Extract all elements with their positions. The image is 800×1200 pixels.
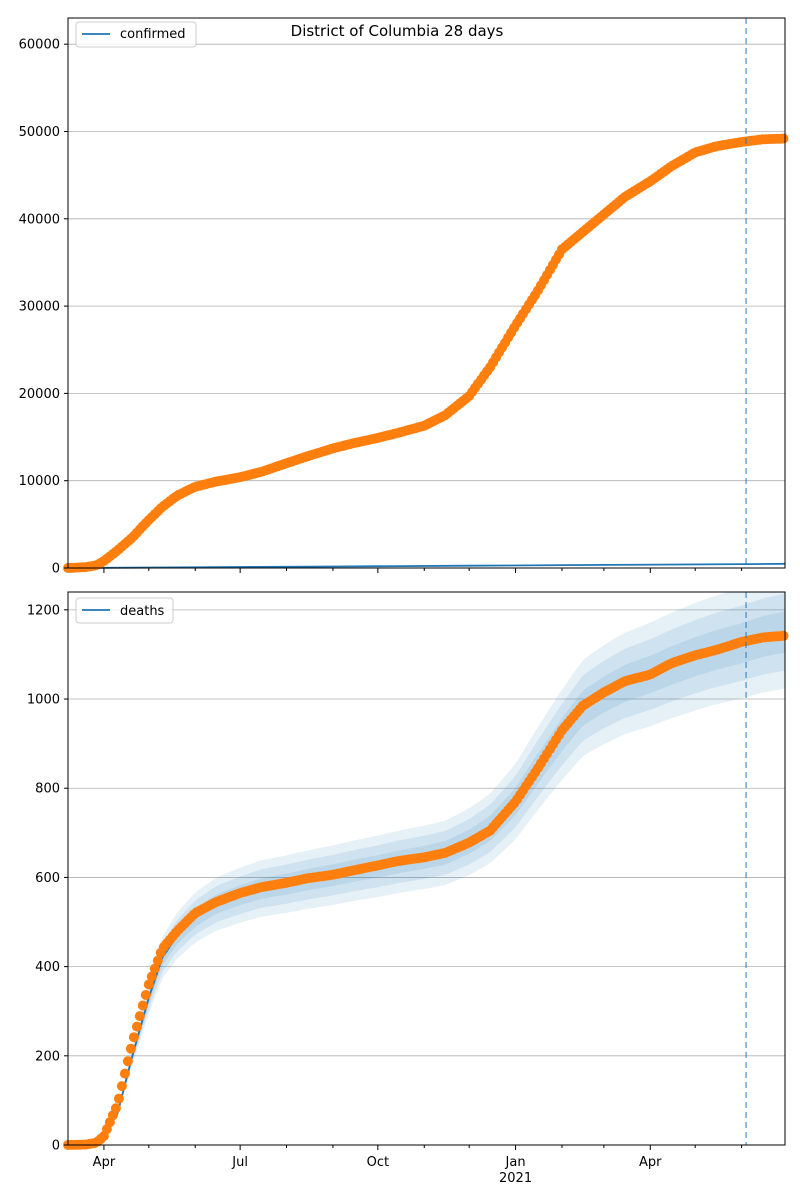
confirmed-legend-box <box>75 21 197 48</box>
deaths-observed-point <box>137 1000 148 1011</box>
x-tick-label: Apr <box>639 1155 662 1170</box>
confirmed-x-ticks <box>103 568 743 573</box>
deaths-y-tick-label: 1200 <box>27 603 60 618</box>
deaths-confidence-bands <box>103 592 785 1138</box>
deaths-observed-point <box>143 979 154 990</box>
deaths-observed-point <box>149 963 160 974</box>
confirmed-y-tick-label: 0 <box>52 562 60 577</box>
deaths-observed-point <box>113 1093 124 1104</box>
deaths-confidence-band <box>103 611 785 1137</box>
confirmed-model-line <box>67 562 786 569</box>
deaths-observed-point <box>134 1011 145 1022</box>
confirmed-y-tick-label: 50000 <box>19 125 60 140</box>
deaths-confidence-band <box>103 592 785 1138</box>
x-tick-label: Oct <box>367 1155 389 1170</box>
deaths-y-tick-label: 200 <box>35 1049 60 1064</box>
x-tick-label: Apr <box>93 1155 116 1170</box>
confirmed-axes-frame <box>67 17 786 569</box>
confirmed-legend: confirmed <box>75 21 197 48</box>
x-tick-label: Jul <box>231 1155 248 1170</box>
deaths-observed-point <box>146 971 157 982</box>
deaths-observed-point <box>125 1043 136 1054</box>
confirmed-y-tick-label: 20000 <box>19 387 60 402</box>
deaths-y-tick-label: 600 <box>35 871 60 886</box>
deaths-observed-point <box>778 630 789 641</box>
x-tick-year-label: 2021 <box>499 1171 532 1186</box>
confirmed-series <box>63 133 789 573</box>
deaths-legend-box <box>75 597 174 624</box>
deaths-series <box>63 630 789 1150</box>
figure-title: District of Columbia 28 days <box>291 22 504 40</box>
confirmed-panel: 0 10000 20000 30000 40000 50000 60000 confirme… <box>19 17 789 577</box>
deaths-y-axis: 0 200 400 600 800 1000 1200 <box>27 603 68 1154</box>
deaths-y-tick-label: 0 <box>52 1139 60 1154</box>
deaths-observed-point <box>128 1032 139 1043</box>
deaths-y-tick-label: 400 <box>35 960 60 975</box>
x-tick-label: Jan <box>505 1155 526 1170</box>
deaths-confidence-band <box>103 593 785 1137</box>
confirmed-y-tick-label: 60000 <box>19 38 60 53</box>
deaths-axes-frame <box>67 591 786 1146</box>
confirmed-y-axis: 0 10000 20000 30000 40000 50000 60000 <box>19 38 68 577</box>
deaths-observed-point <box>119 1068 130 1079</box>
deaths-observed-point <box>110 1103 121 1114</box>
deaths-observed-point <box>140 990 151 1000</box>
deaths-observed-point <box>131 1021 142 1032</box>
deaths-observed-point <box>122 1056 133 1067</box>
confirmed-observed-point <box>778 133 789 144</box>
deaths-legend-label: deaths <box>120 604 165 619</box>
deaths-legend: deaths <box>75 597 174 624</box>
deaths-y-tick-label: 800 <box>35 782 60 797</box>
confirmed-y-tick-label: 10000 <box>19 474 60 489</box>
confirmed-legend-label: confirmed <box>120 27 186 42</box>
confirmed-y-tick-label: 30000 <box>19 300 60 315</box>
deaths-y-tick-label: 1000 <box>27 693 60 708</box>
confirmed-y-tick-label: 40000 <box>19 212 60 227</box>
deaths-observed-point <box>152 955 163 966</box>
deaths-observed-point <box>116 1081 127 1092</box>
